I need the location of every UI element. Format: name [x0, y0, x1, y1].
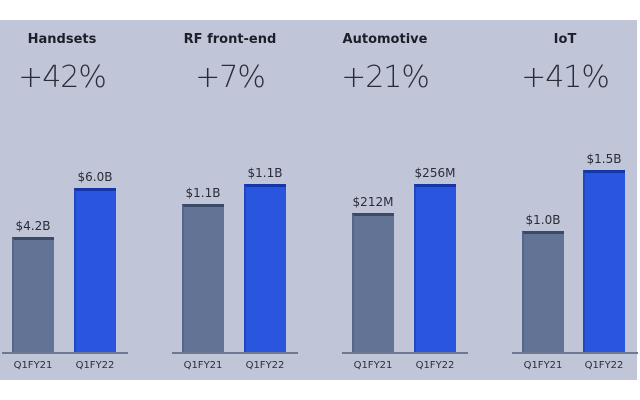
bar-q1fy21: [182, 204, 224, 352]
x-tick-label: Q1FY21: [353, 360, 393, 371]
growth-percent: +7%: [195, 60, 266, 95]
x-axis-line: [2, 352, 128, 354]
x-tick-label: Q1FY21: [183, 360, 223, 371]
x-tick-label: Q1FY21: [13, 360, 53, 371]
value-label: $1.5B: [586, 152, 622, 166]
x-tick-label: Q1FY22: [75, 360, 115, 371]
chart-title: RF front-end: [183, 32, 277, 47]
chart-title: Handsets: [27, 32, 97, 47]
x-tick-label: Q1FY22: [415, 360, 455, 371]
chart-group-0: Handsets +42% $4.2B Q1FY21 $6.0B Q1FY22: [0, 20, 128, 380]
value-label: $1.0B: [525, 212, 561, 227]
value-label: $6.0B: [77, 170, 113, 184]
chart-group-1: RF front-end +7% $1.1B Q1FY21 $1.1B Q1FY22: [170, 20, 298, 380]
value-label: $4.2B: [15, 219, 51, 234]
chart-panel: Handsets +42% $4.2B Q1FY21 $6.0B Q1FY22 RF fro…: [0, 20, 638, 380]
x-tick-label: Q1FY22: [245, 360, 285, 371]
growth-percent: +41%: [521, 60, 610, 95]
growth-percent: +21%: [341, 60, 430, 95]
x-axis-line: [172, 352, 298, 354]
value-label: $212M: [352, 194, 394, 209]
x-axis-line: [342, 352, 468, 354]
x-axis-line: [512, 352, 638, 354]
chart-group-2: Automotive +21% $212M Q1FY21 $256M Q1FY22: [340, 20, 468, 380]
bar-q1fy22: [244, 184, 286, 352]
chart-title: Automotive: [342, 32, 428, 47]
value-label: $1.1B: [185, 186, 221, 201]
bar-q1fy21: [12, 237, 54, 352]
value-label: $1.1B: [247, 166, 283, 180]
x-tick-label: Q1FY22: [584, 360, 624, 371]
chart-group-3: IoT +41% $1.0B Q1FY21 $1.5B Q1FY22: [510, 20, 638, 380]
x-tick-label: Q1FY21: [523, 360, 563, 371]
bar-q1fy22: [414, 184, 456, 352]
bar-q1fy22: [74, 188, 116, 352]
bar-q1fy21: [522, 230, 564, 352]
chart-title: IoT: [553, 32, 577, 47]
growth-percent: +42%: [18, 60, 107, 95]
value-label: $256M: [414, 166, 456, 180]
bar-q1fy22: [583, 170, 625, 352]
bar-q1fy21: [352, 212, 394, 352]
